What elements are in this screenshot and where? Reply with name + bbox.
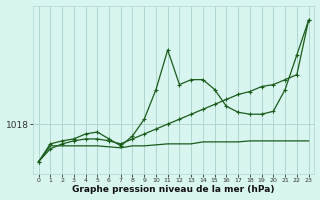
- X-axis label: Graphe pression niveau de la mer (hPa): Graphe pression niveau de la mer (hPa): [72, 185, 275, 194]
